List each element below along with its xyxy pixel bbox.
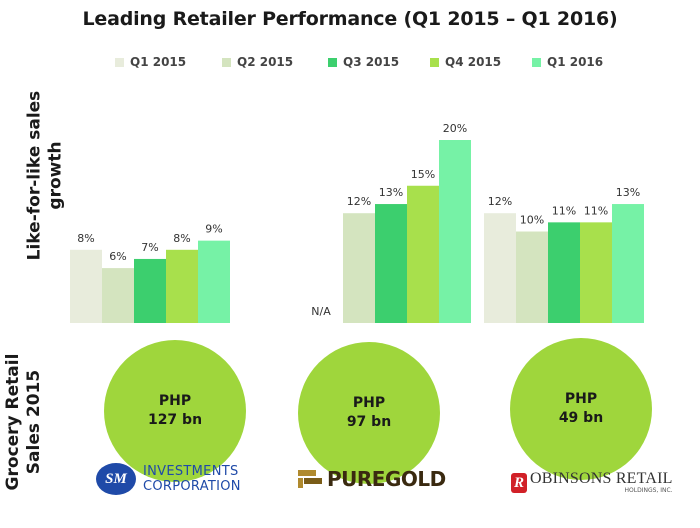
- bar-data-label: 12%: [347, 195, 371, 208]
- bar-data-label: 15%: [411, 168, 435, 181]
- y-axis-label-sales: Grocery Retail Sales 2015: [3, 352, 47, 492]
- y-axis-label-sales-line1: Grocery Retail: [3, 353, 23, 491]
- sales-circle-sm: PHP 127 bn: [104, 340, 246, 482]
- bar-data-label: 13%: [616, 186, 640, 199]
- bar-data-label: 20%: [443, 122, 467, 135]
- bar-data-label: N/A: [311, 305, 331, 318]
- legend-item: Q3 2015: [328, 55, 399, 69]
- legend-swatch: [532, 57, 541, 67]
- bar: [439, 140, 471, 323]
- y-axis-label-sales-line2: Sales 2015: [24, 369, 44, 475]
- bar-data-label: 7%: [141, 241, 158, 254]
- legend-swatch: [115, 57, 124, 67]
- bar-data-label: 8%: [173, 232, 190, 245]
- legend-item: Q1 2015: [115, 55, 186, 69]
- legend-swatch: [222, 57, 231, 67]
- legend-item: Q1 2016: [532, 55, 603, 69]
- legend-label: Q4 2015: [445, 55, 502, 69]
- puregold-mark-icon: [296, 467, 324, 491]
- bar: [612, 204, 644, 323]
- chart-legend: Q1 2015 Q2 2015 Q3 2015 Q4 2015 Q1 2016: [115, 55, 675, 75]
- bar-data-label: 12%: [488, 195, 512, 208]
- bar: [375, 204, 407, 323]
- puregold-logo: PUREGOLD: [296, 467, 446, 491]
- sales-amount: 49 bn: [558, 410, 604, 426]
- bar: [70, 249, 102, 323]
- bar-data-label: 9%: [205, 223, 222, 236]
- bar: [102, 268, 134, 323]
- legend-label: Q2 2015: [237, 55, 294, 69]
- bar-data-label: 6%: [109, 250, 126, 263]
- robinsons-retail-logo: R OBINSONS RETAIL HOLDINGS, INC.: [511, 471, 673, 495]
- bar: [516, 231, 548, 323]
- bar: [134, 258, 166, 323]
- robinsons-logo-text: OBINSONS RETAIL: [530, 470, 673, 487]
- robinsons-logo-subtext: HOLDINGS, INC.: [624, 487, 673, 494]
- bar: [407, 185, 439, 323]
- bar-chart: 8% 6% 7% 8% 9% N/A 12% 13% 15% 20% 12% 10% 11% 11% 13%: [70, 122, 644, 323]
- legend-label: Q1 2016: [547, 55, 604, 69]
- bar-data-label: 13%: [379, 186, 403, 199]
- legend-swatch: [328, 57, 337, 67]
- bar: [580, 222, 612, 323]
- sales-circle-puregold: PHP 97 bn: [298, 342, 440, 484]
- sales-circle-robinsons: PHP 49 bn: [510, 338, 652, 480]
- bar-data-label: 11%: [584, 204, 608, 217]
- sm-investments-logo: SM INVESTMENTS CORPORATION: [96, 463, 241, 495]
- legend-swatch: [430, 57, 439, 67]
- bar-data-label: 11%: [552, 204, 576, 217]
- bar: [548, 222, 580, 323]
- sales-amount: 97 bn: [346, 414, 392, 430]
- bar-data-label: 10%: [520, 214, 544, 227]
- sm-logo-line2: CORPORATION: [143, 479, 241, 494]
- sales-currency: PHP: [564, 391, 598, 407]
- bar: [484, 213, 516, 323]
- bar: [166, 249, 198, 323]
- legend-label: Q3 2015: [343, 55, 400, 69]
- puregold-logo-text: PUREGOLD: [327, 467, 446, 491]
- chart-title: Leading Retailer Performance (Q1 2015 – …: [82, 8, 618, 30]
- sales-currency: PHP: [158, 393, 192, 409]
- sales-amount: 127 bn: [147, 412, 203, 428]
- bar: [198, 240, 230, 323]
- legend-item: Q4 2015: [430, 55, 501, 69]
- sm-badge-icon: SM: [96, 463, 136, 495]
- sales-currency: PHP: [352, 395, 386, 411]
- bar-data-label: 8%: [77, 232, 94, 245]
- sm-logo-line1: INVESTMENTS: [143, 464, 239, 479]
- legend-item: Q2 2015: [222, 55, 293, 69]
- bar: [343, 213, 375, 323]
- robinsons-badge-icon: R: [511, 473, 527, 493]
- legend-label: Q1 2015: [130, 55, 187, 69]
